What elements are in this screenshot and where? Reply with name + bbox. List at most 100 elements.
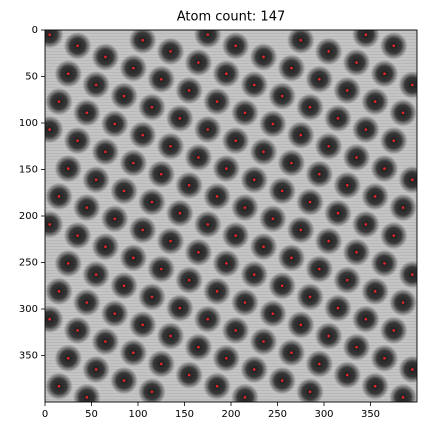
atom-marker [336,117,340,120]
atom-marker [234,234,237,237]
atom-marker [383,72,386,76]
atom-marker [308,105,312,109]
atom-marker [48,33,51,36]
atom-marker [197,61,200,64]
y-tick-label: 350 [19,351,38,362]
atom-marker [85,301,89,304]
atom-marker [299,323,303,327]
atom-marker [57,100,61,103]
atom-marker [76,44,79,48]
atom-marker [345,184,349,187]
x-tick-label: 150 [175,409,194,420]
atom-marker [327,334,330,338]
atom-marker [178,211,182,215]
atom-marker [132,66,135,70]
atom-marker [104,55,107,59]
atom-marker [262,245,265,248]
atom-marker [262,340,265,343]
atom-marker [122,94,126,98]
atom-marker [150,295,154,299]
atom-marker [411,273,414,276]
atom-marker [76,234,79,237]
atom-marker [85,206,89,209]
atom-marker [141,133,144,137]
atom-marker [401,206,405,209]
atom-marker [215,100,219,103]
atom-marker [355,250,358,254]
atom-marker [252,273,256,276]
atom-marker [225,167,228,170]
atom-marker [252,368,256,371]
y-tick-label: 250 [19,258,38,269]
atom-marker [392,139,396,142]
x-tick-label: 50 [85,409,98,420]
atom-marker [243,396,247,399]
atom-marker [318,362,321,366]
atom-marker [234,139,237,142]
atom-marker [150,105,154,109]
atom-marker [271,217,275,221]
atom-marker [197,156,200,159]
atom-marker [392,44,396,48]
atom-marker [280,284,284,288]
atom-marker [401,301,405,304]
atom-marker [299,228,303,232]
atom-marker [355,156,358,159]
atom-marker [373,100,377,103]
atom-marker [85,111,89,115]
atom-marker [187,278,191,282]
atom-marker [206,128,210,131]
atom-marker [187,89,191,92]
atom-marker [364,223,368,226]
chart-title: Atom count: 147 [177,10,286,25]
x-tick-label: 100 [128,409,147,420]
atom-marker [411,83,414,87]
atom-marker [299,133,303,137]
atom-marker [252,178,256,182]
atom-marker [159,362,163,366]
atom-marker [373,384,377,388]
atom-marker [364,128,368,131]
atom-marker [364,317,368,321]
atom-marker [187,373,191,377]
atom-marker [225,72,228,76]
atom-marker [94,368,98,371]
atom-marker [197,345,200,349]
atom-marker [66,262,70,265]
atom-marker [271,122,275,126]
atom-marker [178,306,182,310]
atom-marker [280,94,284,98]
atom-marker [66,356,70,360]
atom-marker [392,234,396,237]
atom-marker [178,117,182,120]
atom-marker [169,239,172,243]
atom-marker [141,38,144,42]
atom-marker [262,150,265,154]
x-tick-label: 200 [221,409,240,420]
atom-marker [215,384,219,388]
atom-marker [132,161,135,165]
atom-marker [401,396,405,399]
atom-marker [336,211,340,215]
atom-marker [345,278,349,282]
atom-marker [373,195,377,198]
atom-marker [169,334,172,338]
atom-marker [76,329,79,332]
atom-marker [206,33,210,36]
atom-marker [66,72,70,76]
atom-marker [327,239,330,243]
atom-marker [141,323,144,327]
atom-marker [104,245,107,248]
atom-marker [122,284,126,288]
atom-marker [373,290,377,293]
atom-marker [225,356,228,360]
atom-marker [290,256,293,260]
scanlines [45,30,417,402]
atom-marker [206,223,210,226]
atom-marker [234,329,237,332]
atom-marker [122,379,126,382]
atom-marker [159,267,163,271]
atom-marker [243,301,247,304]
atom-marker [94,273,98,276]
atom-marker [215,195,219,198]
